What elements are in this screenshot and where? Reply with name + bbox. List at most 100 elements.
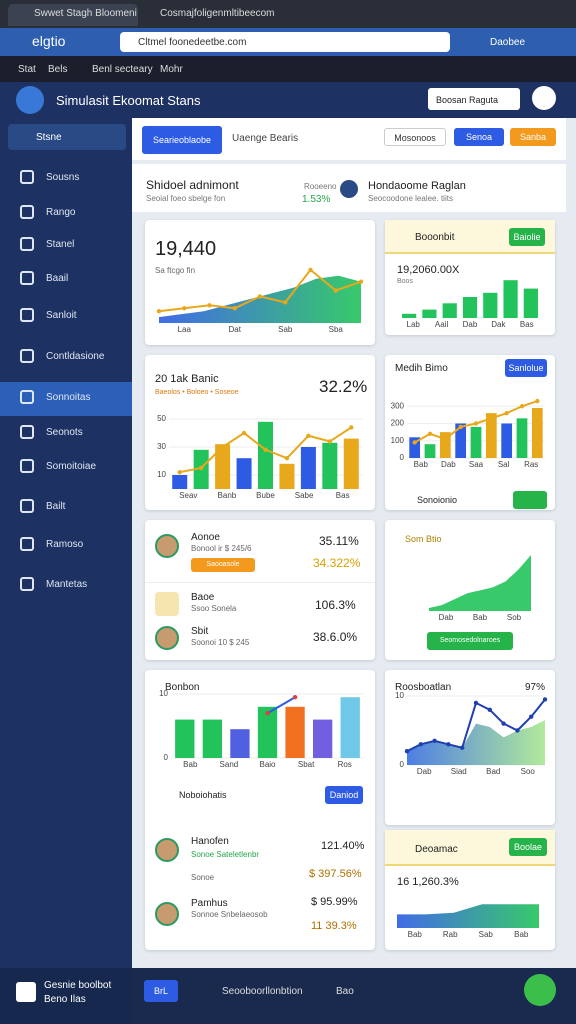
- caption: Sonoionio: [417, 495, 458, 505]
- point: [265, 711, 270, 716]
- bookmark[interactable]: Benl secteary: [92, 64, 153, 75]
- bookmark-bar: Stat Bels Benl secteary Mohr: [0, 56, 576, 82]
- person-detail: Soonoi 10 $ 245: [191, 638, 250, 647]
- x-tick-label: Ras: [524, 460, 538, 469]
- button[interactable]: Senoa: [454, 128, 504, 146]
- sidebar-item[interactable]: Seonots: [46, 427, 83, 438]
- card-title: Som Btio: [405, 534, 442, 544]
- summary-subtitle: Seoial foeo sbelge fon: [146, 194, 226, 203]
- right-subtitle: Seocoodone lealee. tiits: [368, 194, 453, 203]
- user-avatar[interactable]: [532, 86, 556, 110]
- stat-icon: [340, 180, 358, 198]
- sidebar-items: Sousns Rango Stanel Baail Sanloit Contldasion…: [0, 0, 132, 968]
- tab-title: Swwet Stagh Bloomeni: [34, 8, 137, 19]
- button[interactable]: Boolae: [509, 838, 547, 856]
- bar: [455, 423, 467, 458]
- sidebar-item[interactable]: Somoitoiae: [46, 461, 97, 472]
- bar: [343, 438, 359, 489]
- y-tick-label: 0: [400, 760, 405, 769]
- sidebar-item[interactable]: Baail: [46, 273, 69, 284]
- person-name: Pamhus: [191, 898, 228, 909]
- sidebar-item[interactable]: Sonnoitas: [46, 392, 91, 403]
- value: $ 95.99%: [311, 896, 358, 908]
- point: [432, 738, 437, 744]
- button[interactable]: Seomosedolnaroes: [427, 632, 513, 650]
- tab[interactable]: Uaenge Bearis: [232, 133, 299, 144]
- value: 97%: [525, 682, 546, 693]
- button[interactable]: Mosonoos: [384, 128, 446, 146]
- action-button[interactable]: [524, 974, 556, 1006]
- section-title: Noboiohatis: [179, 790, 227, 800]
- bar: [279, 463, 295, 489]
- footer-subtitle: Beno Ilas: [44, 994, 86, 1005]
- tab[interactable]: [8, 4, 138, 26]
- sidebar-item[interactable]: Sousns: [46, 172, 80, 183]
- point: [198, 465, 204, 471]
- point: [182, 306, 187, 311]
- sidebar-item[interactable]: Ramoso: [46, 539, 84, 550]
- x-tick-label: Dab: [439, 613, 454, 622]
- sidebar-item[interactable]: Rango: [46, 207, 76, 218]
- point: [306, 433, 311, 438]
- x-tick-label: Sob: [507, 613, 522, 622]
- bar: [175, 719, 195, 758]
- point: [489, 416, 494, 421]
- bookmark[interactable]: Stat: [18, 64, 36, 75]
- bottom-select[interactable]: Bao: [336, 986, 354, 997]
- button[interactable]: Daniod: [325, 786, 363, 804]
- tag: Saooasole: [191, 558, 255, 572]
- button[interactable]: Baiolie: [509, 228, 545, 246]
- divider: [145, 582, 375, 583]
- caption: Boos: [397, 278, 413, 285]
- bar: [285, 706, 305, 758]
- y-tick-label: 10: [159, 690, 168, 698]
- bar: [422, 309, 437, 318]
- avatar: [155, 592, 179, 616]
- button[interactable]: BrL: [144, 980, 178, 1002]
- bookmark[interactable]: Mohr: [160, 64, 183, 75]
- card-bank: 20 1ak Banic Baeolos • Boloeo • Soseoe 3…: [145, 355, 375, 510]
- sidebar-item[interactable]: Mantetas: [46, 579, 88, 590]
- sidebar-top[interactable]: [8, 124, 126, 150]
- y-tick-label: 300: [391, 401, 405, 410]
- bar: [257, 421, 274, 489]
- bar: [257, 706, 278, 758]
- y-tick-label: 50: [157, 414, 166, 423]
- point: [535, 398, 540, 404]
- y-tick-label: 0: [164, 753, 169, 762]
- button[interactable]: Sanba: [510, 128, 556, 146]
- search-box[interactable]: [428, 88, 520, 110]
- sidebar-item[interactable]: Stanel: [46, 239, 75, 250]
- sidebar-icon: [20, 349, 34, 363]
- value: 121.40%: [321, 840, 365, 852]
- stat: 1.53%: [302, 194, 331, 205]
- x-tick-label: Dab: [441, 460, 456, 469]
- button[interactable]: [513, 491, 547, 509]
- avatar: [155, 902, 179, 926]
- chart: Laa Dat Sab Sba: [156, 267, 364, 334]
- sidebar-active: [0, 382, 132, 416]
- bookmark[interactable]: Bels: [48, 64, 68, 75]
- point: [460, 745, 465, 750]
- sidebar-item[interactable]: Bailt: [46, 501, 66, 512]
- x-tick-label: Bube: [256, 491, 275, 500]
- sidebar-item[interactable]: Contldasione: [46, 351, 105, 362]
- x-tick-label: Rab: [443, 930, 458, 939]
- button[interactable]: Sanlolue: [505, 359, 547, 377]
- card-medih: Medih Bimo Sanlolue 0 100 200 300 Bab Dab Saa S…: [385, 355, 555, 510]
- bar: [516, 418, 528, 458]
- tab-title: Cosmajfoligenmltibeecom: [160, 8, 275, 19]
- x-tick-label: Lab: [407, 320, 421, 329]
- sidebar-item[interactable]: Sanloit: [46, 310, 77, 321]
- bar: [424, 444, 436, 458]
- line: [266, 696, 296, 715]
- sidebar-icon: [20, 308, 34, 322]
- x-tick-label: Dak: [491, 320, 506, 329]
- account[interactable]: Daobee: [490, 37, 526, 48]
- bar: [470, 426, 482, 458]
- point: [220, 444, 225, 450]
- url-field[interactable]: [120, 32, 450, 52]
- x-tick-label: Sab: [479, 930, 494, 939]
- sidebar-item[interactable]: Stsne: [36, 132, 62, 143]
- tab-active[interactable]: Searieoblaobe: [142, 126, 222, 154]
